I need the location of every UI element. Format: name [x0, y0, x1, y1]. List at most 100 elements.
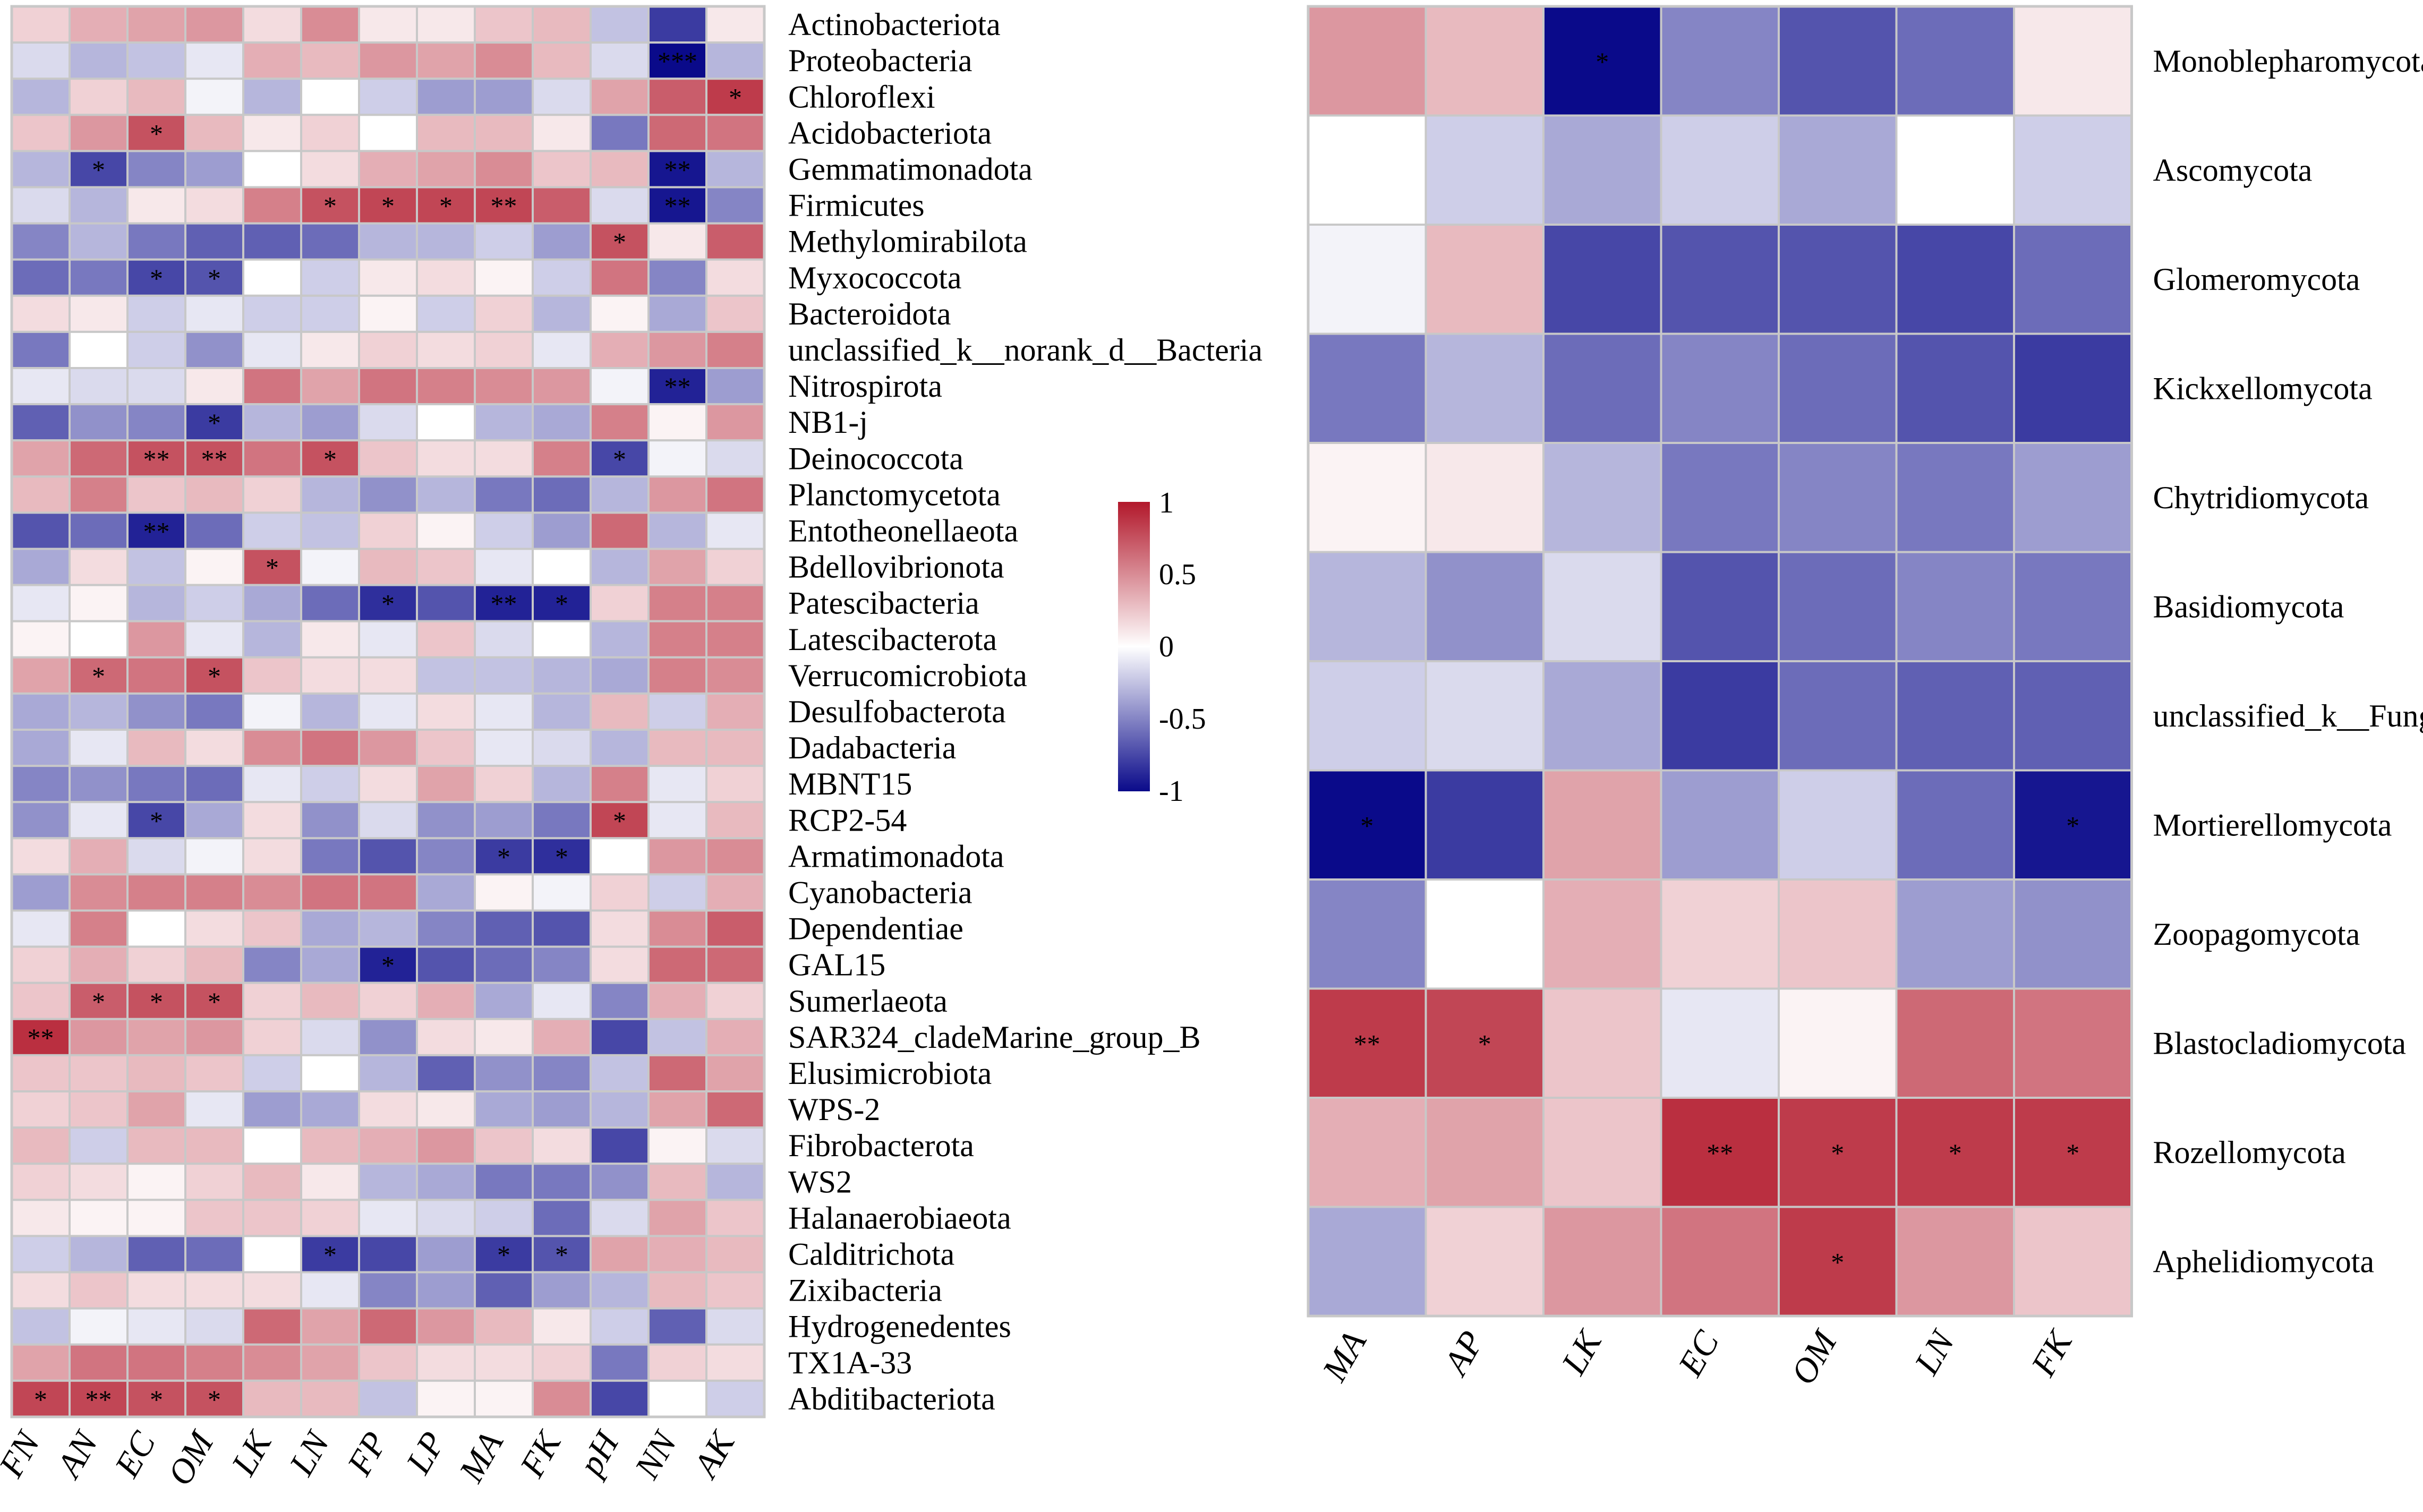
- row-label: Desulfobacterota: [788, 694, 1006, 729]
- heatmap-cell: [705, 873, 765, 912]
- heatmap-cell: [69, 729, 129, 767]
- heatmap-cell: [242, 1199, 302, 1237]
- row-label: Halanaerobiaeota: [788, 1200, 1011, 1235]
- heatmap-cell: [242, 837, 302, 876]
- heatmap-cell: [532, 41, 592, 80]
- heatmap-cell: [11, 729, 71, 767]
- heatmap-cell: [590, 5, 650, 44]
- row-label: Armatimonadota: [788, 839, 1004, 874]
- heatmap-cell: [69, 945, 129, 984]
- heatmap-cell: [1660, 224, 1780, 335]
- heatmap-cell: [69, 873, 129, 912]
- heatmap-cell: [11, 5, 71, 44]
- heatmap-cell: [705, 511, 765, 550]
- column-label: pH: [570, 1424, 627, 1484]
- significance-marker: *: [208, 408, 221, 438]
- significance-marker: **: [201, 444, 228, 474]
- heatmap-cell: [474, 656, 534, 695]
- heatmap-cell: [300, 330, 360, 370]
- heatmap-cell: [416, 909, 476, 948]
- column-label: LN: [281, 1423, 338, 1482]
- heatmap-cell: [532, 909, 592, 948]
- significance-marker: *: [92, 661, 105, 691]
- heatmap-cell: [69, 584, 129, 622]
- heatmap-cell: [184, 78, 244, 116]
- heatmap-cell: [647, 1379, 707, 1418]
- significance-marker: *: [555, 842, 568, 872]
- heatmap-cell: [242, 511, 302, 550]
- heatmap-cell: [590, 909, 650, 948]
- heatmap-cell: [11, 222, 71, 261]
- heatmap-cell: [532, 475, 592, 514]
- significance-marker: *: [1360, 810, 1373, 840]
- heatmap-cell: [647, 475, 707, 514]
- significance-marker: **: [664, 191, 691, 221]
- heatmap-cell: [242, 222, 302, 261]
- heatmap-cell: [590, 78, 650, 116]
- significance-marker: *: [150, 987, 163, 1016]
- heatmap-cell: [358, 114, 418, 152]
- heatmap-cell: [474, 981, 534, 1020]
- row-label: Abditibacteriota: [788, 1381, 995, 1416]
- heatmap-cell: [474, 294, 534, 333]
- heatmap-cell: [647, 873, 707, 912]
- heatmap-cell: [647, 1163, 707, 1201]
- heatmap-cell: [300, 403, 360, 442]
- heatmap-cell: [126, 1199, 186, 1237]
- heatmap-cell: [2013, 987, 2133, 1099]
- heatmap-cell: [358, 78, 418, 116]
- row-label: Firmicutes: [788, 188, 925, 223]
- heatmap-cell: [1542, 1097, 1662, 1208]
- heatmap-cell: [416, 765, 476, 804]
- row-label: Aphelidiomycota: [2153, 1244, 2375, 1279]
- heatmap-cell: [69, 1018, 129, 1056]
- heatmap-cell: [705, 1379, 765, 1418]
- heatmap-cell: [532, 765, 592, 804]
- significance-marker: *: [1831, 1247, 1844, 1277]
- heatmap-cell: [416, 511, 476, 550]
- heatmap-cell: [647, 584, 707, 622]
- significance-marker: *: [1478, 1029, 1491, 1058]
- heatmap-cell: [11, 909, 71, 948]
- heatmap-cell: [474, 1307, 534, 1346]
- heatmap-cell: [242, 258, 302, 297]
- heatmap-cell: [647, 765, 707, 804]
- heatmap-cell: [2013, 1097, 2133, 1208]
- heatmap-cell: [590, 981, 650, 1020]
- heatmap-cell: [126, 403, 186, 442]
- heatmap-cell: [300, 511, 360, 550]
- heatmap-cell: [126, 150, 186, 189]
- heatmap-cell: [590, 475, 650, 514]
- heatmap-cell: [184, 945, 244, 984]
- heatmap-cell: [184, 294, 244, 333]
- heatmap-cell: [126, 258, 186, 297]
- row-label: Methylomirabilota: [788, 224, 1027, 259]
- heatmap-cell: [1778, 332, 1898, 444]
- heatmap-cell: [416, 620, 476, 659]
- heatmap-cell: [358, 981, 418, 1020]
- heatmap-cell: [590, 439, 650, 478]
- heatmap-cell: [1895, 878, 2015, 990]
- heatmap-cell: [358, 1163, 418, 1201]
- heatmap-cell: [647, 981, 707, 1020]
- heatmap-cell: [590, 1163, 650, 1201]
- heatmap-cell: [647, 1307, 707, 1346]
- heatmap-cell: [11, 475, 71, 514]
- significance-marker: *: [208, 263, 221, 293]
- significance-marker: **: [28, 1023, 54, 1053]
- heatmap-cell: [358, 403, 418, 442]
- heatmap-cell: [126, 5, 186, 44]
- heatmap-cell: [69, 511, 129, 550]
- heatmap-cell: [358, 837, 418, 876]
- heatmap-cell: [69, 765, 129, 804]
- heatmap-cell: [184, 1090, 244, 1129]
- heatmap-cell: [242, 584, 302, 622]
- heatmap-cell: [705, 945, 765, 984]
- heatmap-cell: [69, 548, 129, 586]
- heatmap-cell: [358, 1054, 418, 1093]
- heatmap-cell: [358, 765, 418, 804]
- heatmap-cell: [69, 1090, 129, 1129]
- heatmap-cell: [705, 1126, 765, 1165]
- heatmap-cell: [590, 114, 650, 152]
